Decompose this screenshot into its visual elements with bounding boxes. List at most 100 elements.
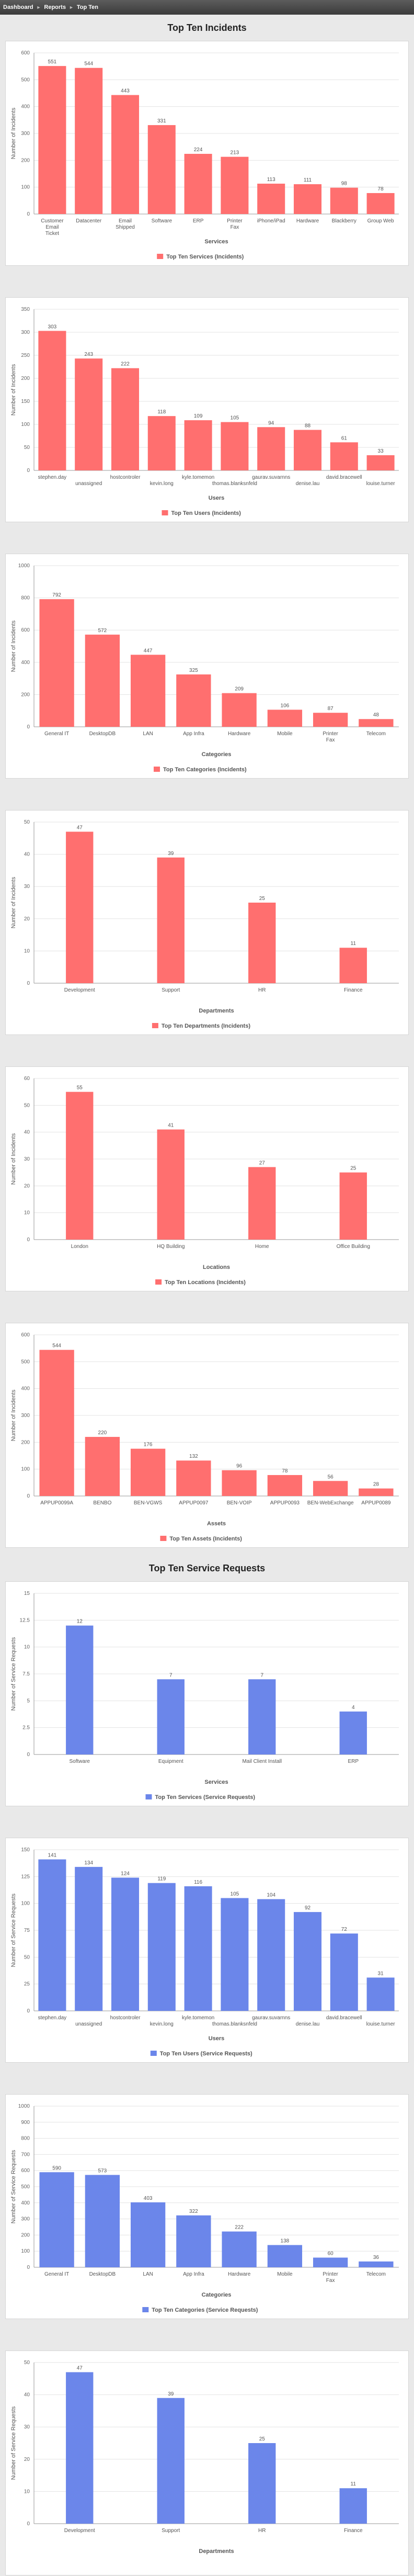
x-tick-label: iPhone/iPad [257, 218, 285, 224]
x-tick-label-line: App Infra [183, 731, 204, 737]
x-tick-label-line: Group Web [367, 218, 394, 224]
x-axis-label: Users [209, 495, 225, 501]
chart-panel-users-incidents: 0 50 100 150 200 250 300 350 Number of Incidents… [5, 297, 409, 522]
data-label: 572 [98, 628, 107, 634]
data-label: 36 [373, 2255, 380, 2260]
y-tick-label: 0 [27, 2521, 30, 2527]
data-label: 7 [169, 1672, 172, 1678]
x-tick-label: Printer Fax [227, 218, 243, 230]
y-tick-label: 50 [24, 819, 30, 825]
x-tick-label-line: Software [70, 1759, 90, 1764]
bar [130, 655, 166, 727]
x-tick-label-line: APPUP0089 [361, 1500, 391, 1506]
bar [147, 125, 176, 214]
x-tick-label-line: Fax [326, 737, 335, 743]
y-tick-label: 0 [27, 211, 30, 217]
x-tick-label-line: Hardware [228, 731, 251, 737]
data-label: 55 [77, 1085, 83, 1091]
x-tick-label-line: Telecom [366, 2271, 386, 2277]
x-tick-label-line: APPUP0099A [40, 1500, 73, 1506]
legend-label: Top Ten Users (Service Requests) [160, 2051, 252, 2057]
y-tick-label: 40 [24, 1130, 30, 1135]
x-tick-label: Development [64, 987, 95, 993]
y-tick-label: 300 [21, 2217, 30, 2222]
bar-chart: 0 25 50 75 100 125 150 Number of Service Reques… [10, 1847, 399, 2057]
y-axis-label: Number of Incidents [10, 364, 17, 415]
y-tick-label: 100 [21, 2248, 30, 2254]
x-tick-label: thomas.blanksnfeld [212, 2021, 257, 2027]
y-tick-label: 12.5 [20, 1617, 30, 1623]
data-label: 544 [84, 61, 93, 67]
data-label: 12 [77, 1619, 83, 1625]
x-tick-label-line: unassigned [75, 2021, 102, 2027]
data-label: 28 [373, 1482, 380, 1488]
x-tick-label: HQ Building [157, 1244, 185, 1250]
x-tick-label: gaurav.suvarnns [252, 475, 290, 480]
bar [248, 2443, 276, 2524]
bar [293, 184, 322, 214]
x-tick-label-line: unassigned [75, 481, 102, 487]
breadcrumb-separator-icon: ► [68, 5, 74, 10]
y-tick-label: 50 [24, 2360, 30, 2366]
legend-swatch [145, 1794, 152, 1799]
y-tick-label: 20 [24, 1183, 30, 1189]
data-label: 98 [341, 181, 348, 187]
bar [157, 857, 185, 983]
y-tick-label: 0 [27, 1752, 30, 1758]
legend-label: Top Ten Assets (Incidents) [169, 1536, 242, 1542]
x-tick-label: LAN [143, 2271, 153, 2277]
y-tick-label: 400 [21, 1386, 30, 1392]
data-label: 132 [189, 1454, 198, 1459]
data-label: 39 [168, 851, 174, 857]
x-tick-label-line: Equipment [158, 1759, 183, 1764]
data-label: 39 [168, 2391, 174, 2397]
x-tick-label-line: stephen.day [38, 2015, 67, 2021]
data-label: 4 [352, 1705, 355, 1711]
y-tick-label: 800 [21, 595, 30, 601]
bar [184, 420, 212, 470]
x-tick-label-line: ERP [348, 1759, 359, 1764]
y-axis-label: Number of Service Requests [10, 1893, 17, 1967]
data-label: 31 [378, 1971, 384, 1976]
legend-swatch [150, 2051, 157, 2056]
y-tick-label: 300 [21, 330, 30, 335]
x-tick-label-line: Hardware [296, 218, 319, 224]
bar [248, 903, 276, 983]
x-tick-label-line: BEN-VOIP [227, 1500, 252, 1506]
x-tick-label-line: Office Building [337, 1244, 370, 1250]
x-tick-label: BENBO [93, 1500, 111, 1506]
x-tick-label: Mail Client Install [242, 1759, 282, 1764]
x-tick-label-line: david.bracewell [326, 475, 362, 480]
x-tick-label: HR [258, 987, 266, 993]
x-tick-label: APPUP0099A [40, 1500, 73, 1506]
y-tick-label: 200 [21, 1439, 30, 1445]
x-tick-label: louise.turner [366, 2021, 396, 2027]
breadcrumb-dashboard[interactable]: Dashboard [3, 4, 33, 10]
x-tick-label: denise.lau [296, 481, 320, 487]
y-axis-label: Number of Incidents [10, 1133, 17, 1185]
x-tick-label-line: App Infra [183, 2271, 204, 2277]
data-label: 118 [157, 409, 166, 415]
data-label: 544 [52, 1343, 61, 1349]
bar-chart: 0 200 400 600 800 1000 Number of Incidents 792 G… [10, 563, 399, 773]
y-tick-label: 10 [24, 2489, 30, 2494]
y-tick-label: 150 [21, 1847, 30, 1853]
data-label: 222 [121, 362, 130, 367]
data-label: 56 [328, 1474, 334, 1480]
x-tick-label-line: BEN-VGWS [134, 1500, 163, 1506]
x-tick-label-line: Development [64, 2528, 95, 2534]
x-tick-label-line: Support [162, 2528, 180, 2534]
x-tick-label: hostcontroler [110, 2015, 141, 2021]
data-label: 78 [378, 186, 384, 192]
bar [38, 66, 66, 215]
breadcrumb-reports[interactable]: Reports [44, 4, 66, 10]
x-tick-label: Development [64, 2528, 95, 2534]
x-tick-label: Support [162, 2528, 180, 2534]
x-tick-label: Email Shipped [116, 218, 135, 230]
bar [147, 416, 176, 470]
legend-label: Top Ten Users (Incidents) [171, 510, 242, 516]
x-tick-label: kevin.long [150, 2021, 174, 2027]
y-axis-label: Number of Incidents [10, 876, 17, 928]
legend-label: Top Ten Categories (Incidents) [163, 767, 247, 773]
bar [222, 2231, 257, 2267]
